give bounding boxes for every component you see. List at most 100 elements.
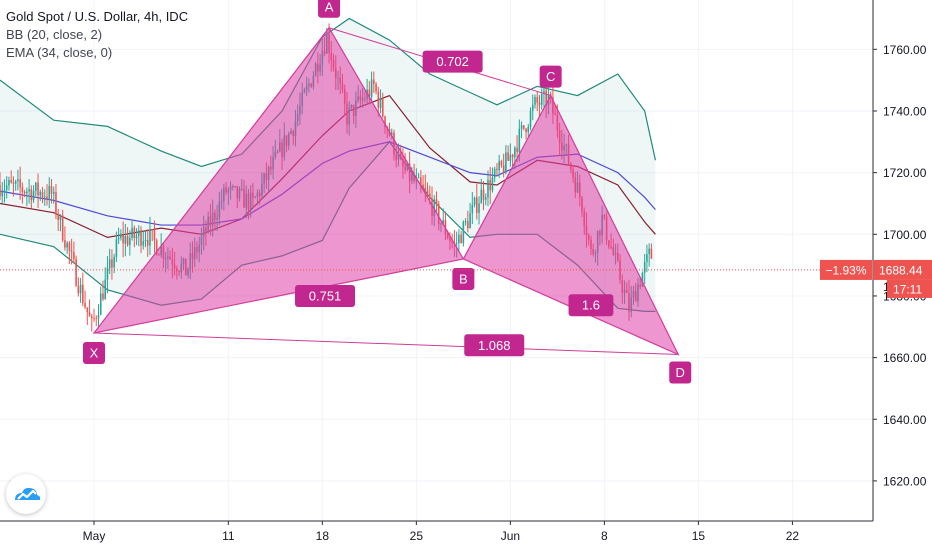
bb-upper-line: [0, 17, 657, 168]
ratio-label-box: [568, 294, 614, 317]
candle-body: [82, 284, 84, 303]
candle-body: [420, 177, 422, 185]
current-price-tag: 1688.44: [879, 263, 923, 277]
logo-cloud-icon: [15, 487, 41, 500]
candle-body: [26, 191, 28, 194]
candle-body: [435, 199, 438, 205]
candle-body: [66, 242, 68, 248]
candle-body: [417, 177, 420, 179]
tradingview-logo-icon[interactable]: [6, 474, 46, 514]
candle-body: [102, 293, 104, 300]
candle-body: [487, 179, 489, 198]
candle-body: [370, 79, 373, 97]
candle-body: [75, 259, 77, 286]
chart-legend[interactable]: Gold Spot / U.S. Dollar, 4h, IDC BB (20,…: [6, 8, 188, 62]
candle-body: [1, 191, 4, 197]
candle-body: [57, 214, 59, 220]
candle-body: [527, 126, 530, 133]
candle-body: [90, 316, 93, 319]
candle-body: [155, 240, 158, 255]
x-tick-label: 18: [316, 529, 330, 543]
candle-body: [523, 125, 525, 129]
candle-body: [77, 285, 80, 294]
ratio-label-box: [422, 50, 483, 73]
current-price-tag-box: [873, 259, 932, 280]
candle-body: [111, 259, 113, 268]
candle-body: [482, 189, 485, 200]
point-label-d: D: [676, 365, 685, 380]
candle-body: [46, 196, 48, 200]
candle-body: [471, 204, 474, 214]
candle-body: [23, 191, 26, 194]
candle-body: [70, 251, 73, 253]
x-tick-label: 11: [222, 529, 235, 543]
y-tick-label: 1660.00: [883, 351, 927, 365]
candle-body: [104, 279, 107, 300]
candle-body: [428, 193, 431, 199]
candle-body: [373, 79, 375, 85]
candle-body: [648, 248, 650, 255]
candle-body: [17, 179, 19, 182]
candle-body: [39, 191, 42, 196]
candle-body: [37, 182, 39, 196]
harmonic-pattern[interactable]: X A B C D 0.702 0.751 1.6 1.068: [83, 0, 692, 384]
point-label-c-box: [539, 65, 562, 88]
candle-body: [525, 128, 527, 133]
candle-body: [142, 241, 145, 246]
ratio-label: 1.6: [582, 298, 600, 313]
candle-body: [489, 179, 492, 191]
candle-body: [381, 98, 384, 117]
candle-body: [149, 229, 151, 246]
y-tick-label: 1640.00: [883, 413, 927, 427]
candle-body: [120, 235, 122, 238]
candle-body: [135, 235, 138, 239]
candle-body: [43, 196, 46, 198]
candle-body: [108, 259, 111, 269]
candle-body: [500, 161, 503, 166]
candle-body: [48, 185, 51, 200]
x-tick-label: 22: [786, 529, 800, 543]
candle-body: [151, 229, 154, 231]
candle-body: [460, 234, 462, 244]
candle-body: [531, 104, 534, 111]
candle-body: [484, 197, 487, 200]
x-tick-label: 8: [601, 529, 608, 543]
candle-body: [28, 189, 30, 192]
point-label-d-box: [669, 361, 692, 384]
candle-body: [498, 161, 500, 171]
ema-indicator-label[interactable]: EMA (34, close, 0): [6, 45, 113, 60]
candle-body: [650, 248, 653, 259]
candle-body: [115, 239, 118, 258]
candle-body: [137, 230, 140, 236]
candle-body: [126, 236, 129, 245]
y-tick-label: 1740.00: [883, 104, 927, 118]
candle-body: [133, 227, 136, 239]
ratio-label-box: [295, 284, 356, 307]
candle-body: [422, 184, 424, 189]
candle-body: [455, 243, 458, 245]
candle-body: [480, 189, 483, 204]
candle-body: [377, 91, 380, 108]
candle-body: [129, 237, 131, 245]
candle-body: [113, 257, 115, 268]
candle-body: [473, 197, 476, 205]
candle-body: [131, 227, 133, 238]
candle-body: [68, 242, 71, 252]
candle-body: [467, 221, 469, 229]
symbol-title[interactable]: Gold Spot / U.S. Dollar, 4h, IDC: [6, 9, 189, 24]
candle-body: [437, 204, 440, 225]
ratio-label-box: [464, 334, 525, 357]
candle-body: [514, 147, 516, 158]
change-badge: −1.93%: [825, 263, 866, 277]
candle-body: [646, 254, 648, 262]
candle-body: [458, 234, 460, 244]
candle-body: [95, 318, 98, 320]
bb-indicator-label[interactable]: BB (20, close, 2): [6, 27, 103, 42]
candle-body: [64, 240, 66, 248]
candle-body: [8, 180, 10, 186]
ratio-label: 0.702: [436, 54, 469, 69]
x-tick-label: May: [83, 529, 106, 543]
candle-body: [10, 180, 12, 183]
